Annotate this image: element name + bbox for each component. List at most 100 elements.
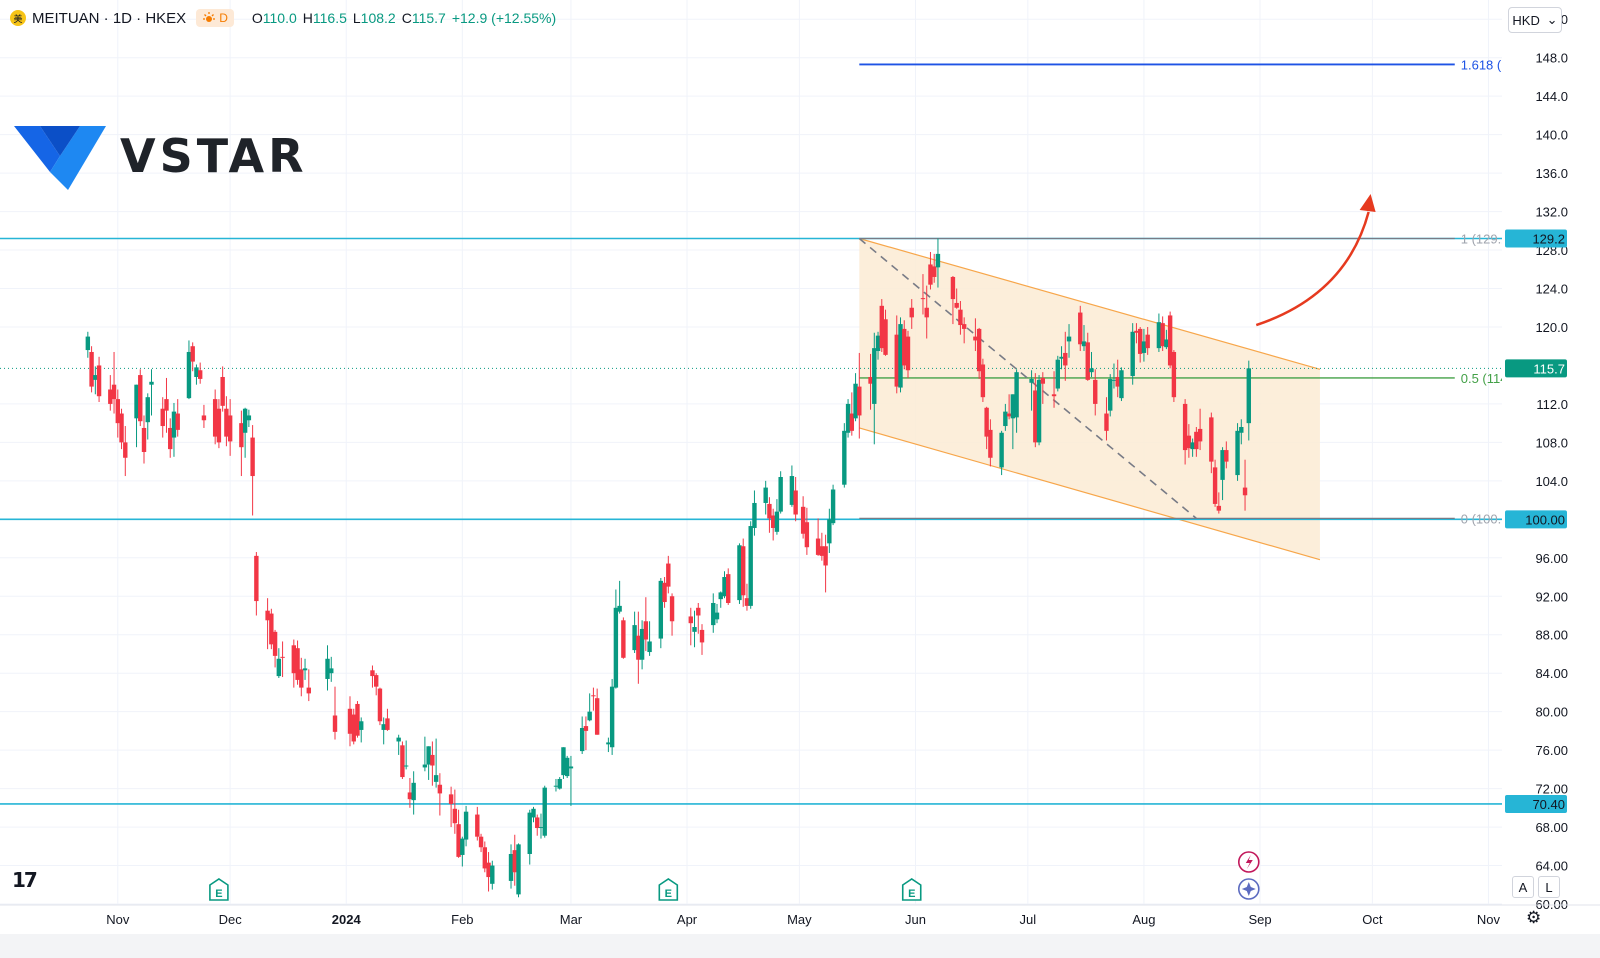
candle[interactable] bbox=[617, 580, 622, 614]
earnings-icon[interactable]: E bbox=[901, 878, 922, 901]
candle[interactable] bbox=[396, 734, 401, 755]
candle[interactable] bbox=[894, 315, 899, 394]
candle[interactable] bbox=[988, 419, 993, 467]
candle[interactable] bbox=[250, 425, 255, 516]
candle[interactable] bbox=[853, 373, 858, 422]
candle[interactable] bbox=[171, 402, 177, 457]
candle[interactable] bbox=[1216, 492, 1222, 514]
candle[interactable] bbox=[508, 844, 514, 889]
candle[interactable] bbox=[928, 251, 933, 290]
candle[interactable] bbox=[845, 399, 851, 438]
candle[interactable] bbox=[658, 577, 664, 649]
candle[interactable] bbox=[527, 809, 532, 865]
candle[interactable] bbox=[239, 410, 244, 477]
candle[interactable] bbox=[1014, 369, 1019, 433]
candle[interactable] bbox=[1220, 447, 1225, 501]
candle[interactable] bbox=[778, 471, 783, 514]
candle[interactable] bbox=[594, 688, 600, 735]
candle[interactable] bbox=[1119, 367, 1124, 402]
candle[interactable] bbox=[370, 665, 375, 688]
candle[interactable] bbox=[823, 534, 828, 593]
candle[interactable] bbox=[606, 737, 611, 753]
candle[interactable] bbox=[190, 342, 195, 372]
candle[interactable] bbox=[767, 497, 772, 533]
candle[interactable] bbox=[1212, 459, 1218, 507]
candle[interactable] bbox=[452, 789, 458, 834]
candle[interactable] bbox=[194, 364, 199, 385]
candle[interactable] bbox=[108, 375, 113, 411]
candle[interactable] bbox=[1167, 311, 1173, 369]
session-pill[interactable]: D bbox=[196, 9, 234, 27]
candle[interactable] bbox=[280, 641, 285, 678]
candle[interactable] bbox=[583, 716, 589, 751]
gear-icon[interactable]: ⚙ bbox=[1526, 908, 1542, 927]
candle[interactable] bbox=[875, 331, 881, 360]
candle[interactable] bbox=[1006, 394, 1012, 420]
candle[interactable] bbox=[1051, 371, 1057, 408]
candle[interactable] bbox=[197, 362, 203, 384]
candle[interactable] bbox=[696, 602, 701, 634]
price-axis[interactable]: 152.0148.0144.0140.0136.0132.0128.0124.0… bbox=[1502, 0, 1600, 912]
candle[interactable] bbox=[553, 778, 559, 792]
candle[interactable] bbox=[1182, 399, 1188, 465]
candle[interactable] bbox=[587, 693, 592, 722]
candle[interactable] bbox=[1190, 438, 1195, 457]
candle[interactable] bbox=[1156, 313, 1162, 352]
candle[interactable] bbox=[456, 809, 461, 858]
candle[interactable] bbox=[924, 285, 929, 339]
candle[interactable] bbox=[1003, 403, 1008, 431]
candle[interactable] bbox=[744, 583, 750, 611]
candle[interactable] bbox=[561, 747, 566, 779]
candle[interactable] bbox=[168, 418, 173, 458]
candle[interactable] bbox=[1235, 423, 1240, 481]
candle[interactable] bbox=[741, 538, 746, 607]
candle[interactable] bbox=[1036, 375, 1042, 446]
candle[interactable] bbox=[1164, 329, 1169, 350]
candle[interactable] bbox=[669, 593, 675, 636]
candle[interactable] bbox=[377, 687, 383, 726]
candle[interactable] bbox=[1040, 372, 1046, 404]
candle[interactable] bbox=[265, 598, 270, 650]
candle[interactable] bbox=[819, 532, 825, 561]
candle[interactable] bbox=[224, 396, 229, 447]
candle[interactable] bbox=[1055, 355, 1060, 392]
candle[interactable] bbox=[722, 571, 727, 599]
candle[interactable] bbox=[898, 317, 903, 393]
candle[interactable] bbox=[639, 620, 645, 670]
candle[interactable] bbox=[714, 603, 720, 624]
candle[interactable] bbox=[141, 415, 147, 464]
candle[interactable] bbox=[1171, 350, 1177, 402]
candle[interactable] bbox=[1160, 316, 1165, 352]
candle[interactable] bbox=[935, 238, 941, 288]
candle[interactable] bbox=[1059, 346, 1064, 370]
candle[interactable] bbox=[538, 813, 544, 839]
candle[interactable] bbox=[1224, 441, 1229, 469]
candle[interactable] bbox=[666, 555, 671, 594]
candle[interactable] bbox=[1111, 363, 1117, 389]
candle[interactable] bbox=[269, 608, 274, 650]
candle[interactable] bbox=[800, 496, 806, 539]
candle[interactable] bbox=[748, 521, 753, 609]
candle[interactable] bbox=[347, 696, 353, 747]
candle[interactable] bbox=[306, 669, 311, 702]
candle[interactable] bbox=[201, 404, 207, 428]
candle[interactable] bbox=[1085, 332, 1090, 381]
candle[interactable] bbox=[85, 331, 91, 358]
candle[interactable] bbox=[976, 327, 982, 379]
candle[interactable] bbox=[295, 640, 300, 685]
candle[interactable] bbox=[1089, 351, 1094, 377]
candle[interactable] bbox=[332, 686, 338, 740]
candle[interactable] bbox=[164, 377, 169, 433]
candle[interactable] bbox=[227, 399, 233, 456]
candle[interactable] bbox=[1104, 397, 1109, 441]
candle[interactable] bbox=[568, 755, 574, 806]
candle[interactable] bbox=[433, 738, 439, 788]
candle[interactable] bbox=[96, 356, 102, 402]
candle[interactable] bbox=[752, 490, 757, 536]
candle[interactable] bbox=[138, 369, 143, 427]
candle[interactable] bbox=[793, 477, 798, 522]
candle[interactable] bbox=[718, 591, 723, 608]
channel-lower-line[interactable] bbox=[859, 427, 1321, 561]
candle[interactable] bbox=[857, 352, 862, 439]
candle[interactable] bbox=[609, 678, 615, 755]
